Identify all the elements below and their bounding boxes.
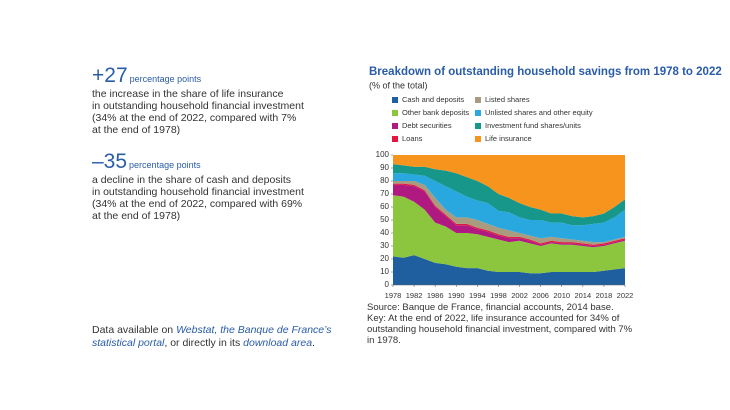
legend-label: Debt securities xyxy=(402,121,452,130)
legend-swatch xyxy=(475,97,481,103)
x-tick-label: 1982 xyxy=(406,291,423,300)
x-tick-label: 1986 xyxy=(427,291,444,300)
chart-title: Breakdown of outstanding household savin… xyxy=(369,66,722,78)
highlight-line: in outstanding household financial inves… xyxy=(92,100,304,112)
x-tick-label: 2018 xyxy=(596,291,613,300)
highlight-line: the increase in the share of life insura… xyxy=(92,88,284,100)
highlight-unit: percentage points xyxy=(129,160,201,170)
footer-text: , or directly in its xyxy=(164,337,244,349)
legend-label: Other bank deposits xyxy=(402,108,469,117)
y-tick-label: 0 xyxy=(385,280,390,289)
highlight: +27 percentage points the increase in the … xyxy=(92,64,352,136)
legend-label: Unlisted shares and other equity xyxy=(485,108,593,117)
legend-swatch xyxy=(475,110,481,116)
highlight-line: a decline in the share of cash and depos… xyxy=(92,174,292,186)
highlight-head: –35 percentage points xyxy=(92,150,352,174)
area xyxy=(393,181,625,245)
highlight: –35 percentage points a decline in the sha… xyxy=(92,150,352,222)
key-note: Key: At the end of 2022, life insurance … xyxy=(367,313,633,346)
y-tick-label: 40 xyxy=(380,228,389,237)
legend-swatch xyxy=(475,136,481,142)
chart-subtitle: (% of the total) xyxy=(369,80,428,90)
legend-label: Listed shares xyxy=(485,95,530,104)
y-tick-label: 10 xyxy=(380,267,389,276)
highlight-unit: percentage points xyxy=(129,74,202,84)
y-tick-label: 30 xyxy=(380,241,389,250)
link[interactable]: Webstat, the Banque de France’s statisti… xyxy=(92,324,332,349)
y-tick-label: 90 xyxy=(380,163,389,172)
legend-swatch xyxy=(392,123,398,129)
legend-label: Loans xyxy=(402,134,423,143)
x-tick-label: 2002 xyxy=(511,291,528,300)
highlight-line: in outstanding household financial inves… xyxy=(92,186,304,198)
link[interactable]: download area xyxy=(243,337,313,349)
area xyxy=(393,184,625,248)
highlight-line: (34% at the end of 2022, compared with 7… xyxy=(92,112,297,124)
y-tick-label: 50 xyxy=(380,215,389,224)
x-tick-label: 1990 xyxy=(448,291,465,300)
y-tick-label: 70 xyxy=(380,189,389,198)
x-tick-label: 1998 xyxy=(490,291,507,300)
x-tick-label: 2022 xyxy=(617,291,634,300)
highlight-head: +27 percentage points xyxy=(92,64,352,88)
legend-label: Cash and deposits xyxy=(402,95,464,104)
highlight-line: at the end of 1978) xyxy=(92,210,181,222)
legend-swatch xyxy=(392,136,398,142)
y-tick-label: 100 xyxy=(376,150,390,159)
x-tick-label: 2014 xyxy=(574,291,591,300)
highlight-line: (34% at the end of 2022, compared with 6… xyxy=(92,198,303,210)
highlight-figure: +27 xyxy=(92,64,128,87)
source: Source: Banque de France, financial acco… xyxy=(367,302,614,313)
footer: Data available on Webstat, the Banque de… xyxy=(92,324,342,350)
source-block: Source: Banque de France, financial acco… xyxy=(367,302,637,346)
area xyxy=(393,155,625,218)
highlight-line: at the end of 1978) xyxy=(92,124,181,136)
legend-label: Life insurance xyxy=(485,134,532,143)
area xyxy=(393,173,625,243)
highlight-figure: –35 xyxy=(92,150,128,173)
footer-text: Data available on xyxy=(92,324,177,336)
y-tick-label: 80 xyxy=(380,176,389,185)
y-tick-label: 60 xyxy=(380,202,389,211)
y-tick-label: 20 xyxy=(380,254,389,263)
legend-swatch xyxy=(475,123,481,129)
legend-label: Investment fund shares/units xyxy=(485,121,581,130)
area xyxy=(393,164,625,226)
footer-text: . xyxy=(312,337,315,349)
x-tick-label: 2006 xyxy=(532,291,549,300)
x-tick-label: 1994 xyxy=(469,291,486,300)
legend-swatch xyxy=(392,97,398,103)
area xyxy=(393,255,625,285)
x-tick-label: 1978 xyxy=(385,291,402,300)
x-tick-label: 2010 xyxy=(553,291,570,300)
area xyxy=(393,195,625,274)
legend-swatch xyxy=(392,110,398,116)
